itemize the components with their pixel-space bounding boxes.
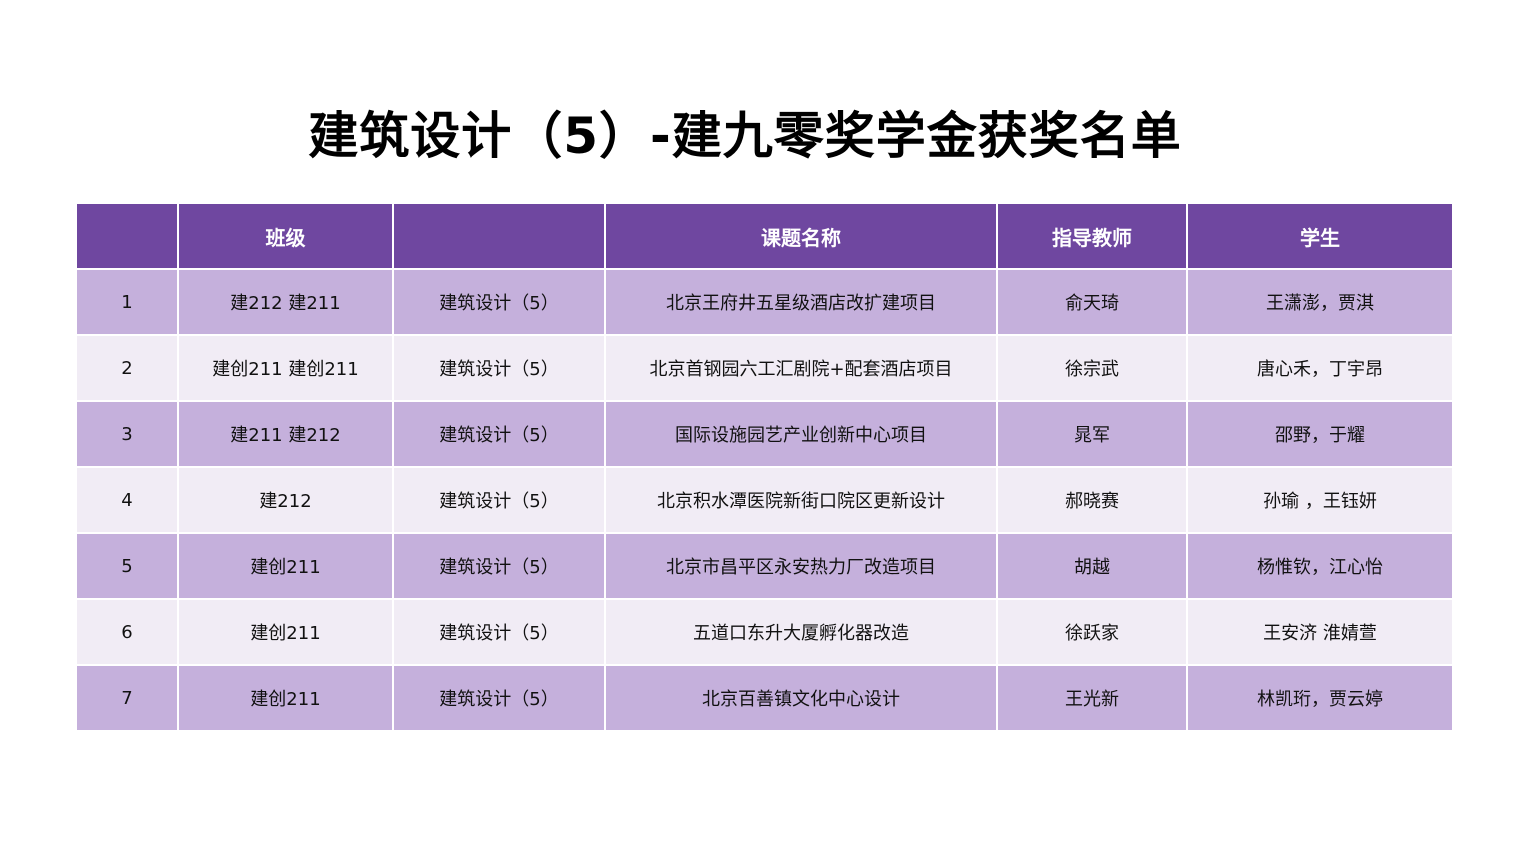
cell-advisor: 晁军 — [996, 400, 1188, 468]
header-advisor: 指导教师 — [996, 204, 1188, 270]
cell-topic: 北京王府井五星级酒店改扩建项目 — [604, 268, 998, 336]
table-row: 2 建创211 建创211 建筑设计（5） 北京首钢园六工汇剧院+配套酒店项目 徐宗武唐… — [77, 334, 1452, 402]
cell-advisor: 王光新 — [996, 664, 1188, 732]
cell-index: 4 — [77, 466, 179, 534]
header-course — [392, 204, 606, 270]
cell-class: 建212 — [177, 466, 394, 534]
cell-course: 建筑设计（5） — [392, 400, 606, 468]
cell-advisor: 徐跃家 — [996, 598, 1188, 666]
table-row: 3 建211 建212 建筑设计（5） 国际设施园艺产业创新中心项目 晁军 邵野，于耀 — [77, 400, 1452, 468]
cell-course: 建筑设计（5） — [392, 598, 606, 666]
cell-students: 孙瑜 ，王钰妍 — [1186, 466, 1452, 534]
award-table: 班级 课题名称 指导教师 学生 1 建212 建211 建筑设计（5） 北京王府井五星… — [77, 204, 1452, 732]
cell-students: 邵野，于耀 — [1186, 400, 1452, 468]
page-title: 建筑设计（5）-建九零奖学金获奖名单 — [308, 107, 1182, 165]
cell-index: 5 — [77, 532, 179, 600]
cell-students: 唐心禾，丁宇昂 — [1186, 334, 1452, 402]
table-header-row: 班级 课题名称 指导教师 学生 — [77, 204, 1452, 270]
cell-topic: 北京积水潭医院新街口院区更新设计 — [604, 466, 998, 534]
cell-course: 建筑设计（5） — [392, 466, 606, 534]
cell-class: 建创211 — [177, 598, 394, 666]
cell-topic: 北京首钢园六工汇剧院+配套酒店项目 — [604, 334, 998, 402]
header-class: 班级 — [177, 204, 394, 270]
cell-students: 王潇澎，贾淇 — [1186, 268, 1452, 336]
cell-class: 建创211 建创211 — [177, 334, 394, 402]
cell-index: 3 — [77, 400, 179, 468]
cell-topic: 国际设施园艺产业创新中心项目 — [604, 400, 998, 468]
cell-course: 建筑设计（5） — [392, 664, 606, 732]
cell-index: 2 — [77, 334, 179, 402]
cell-topic: 北京市昌平区永安热力厂改造项目 — [604, 532, 998, 600]
cell-advisor: 徐宗武 — [996, 334, 1188, 402]
table-row: 7 建创211 建筑设计（5） 北京百善镇文化中心设计 王光新 林凯珩，贾云婷 — [77, 664, 1452, 732]
table-row: 4 建212 建筑设计（5） 北京积水潭医院新街口院区更新设计 郝晓赛 孙瑜 ，王钰妍 — [77, 466, 1452, 534]
cell-course: 建筑设计（5） — [392, 268, 606, 336]
header-topic: 课题名称 — [604, 204, 998, 270]
cell-students: 王安济 淮婧萱 — [1186, 598, 1452, 666]
cell-index: 6 — [77, 598, 179, 666]
cell-topic: 五道口东升大厦孵化器改造 — [604, 598, 998, 666]
cell-index: 7 — [77, 664, 179, 732]
cell-advisor: 胡越 — [996, 532, 1188, 600]
cell-class: 建211 建212 — [177, 400, 394, 468]
table-row: 5 建创211 建筑设计（5） 北京市昌平区永安热力厂改造项目 胡越 杨惟钦，江心怡 — [77, 532, 1452, 600]
cell-course: 建筑设计（5） — [392, 532, 606, 600]
cell-advisor: 俞天琦 — [996, 268, 1188, 336]
cell-students: 杨惟钦，江心怡 — [1186, 532, 1452, 600]
header-students: 学生 — [1186, 204, 1452, 270]
table-row: 1 建212 建211 建筑设计（5） 北京王府井五星级酒店改扩建项目 俞天琦 王潇澎，贾… — [77, 268, 1452, 336]
cell-class: 建创211 — [177, 664, 394, 732]
cell-topic: 北京百善镇文化中心设计 — [604, 664, 998, 732]
table-row: 6 建创211 建筑设计（5） 五道口东升大厦孵化器改造 徐跃家 王安济 淮婧萱 — [77, 598, 1452, 666]
cell-students: 林凯珩，贾云婷 — [1186, 664, 1452, 732]
cell-class: 建创211 — [177, 532, 394, 600]
cell-advisor: 郝晓赛 — [996, 466, 1188, 534]
cell-index: 1 — [77, 268, 179, 336]
header-index — [77, 204, 179, 270]
cell-course: 建筑设计（5） — [392, 334, 606, 402]
cell-class: 建212 建211 — [177, 268, 394, 336]
